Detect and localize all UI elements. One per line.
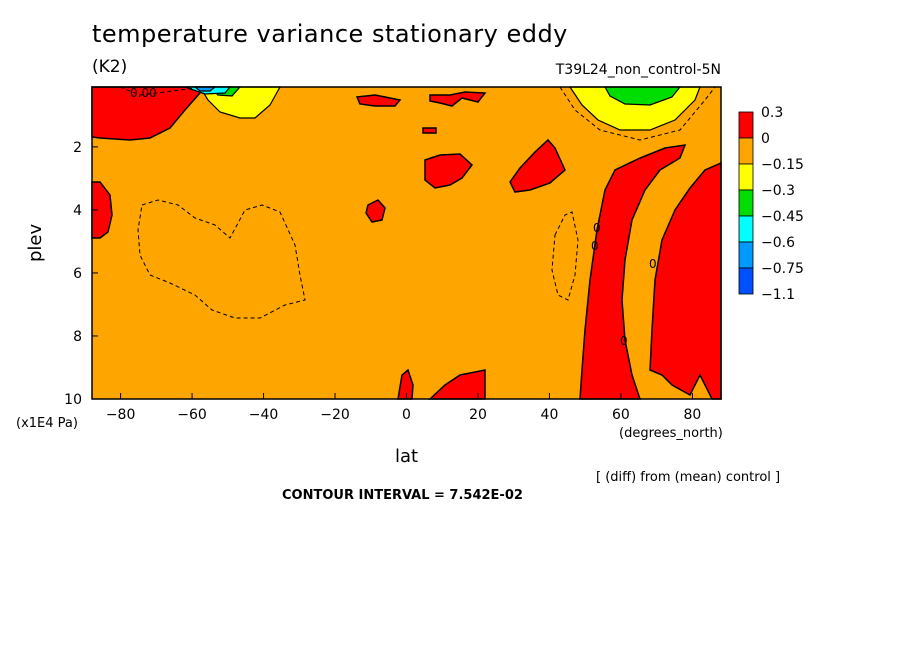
region-small-south xyxy=(365,199,386,223)
colorbar-swatch xyxy=(738,215,754,243)
y-tick-label: 10 xyxy=(64,392,82,408)
axes: −80 −60 −40 −20 0 20 40 60 80 2 4 6 8 10 xyxy=(64,140,701,423)
contour-label-c: 0 xyxy=(649,257,657,271)
dashed-contour-south xyxy=(137,199,306,319)
region-small-dot xyxy=(422,127,437,134)
negative-regions-north xyxy=(568,86,701,131)
dashed-contour-top-north xyxy=(559,86,716,141)
region-top-blob-a xyxy=(355,94,402,107)
dashed-contours xyxy=(119,86,716,319)
chart-units: (K2) xyxy=(92,57,128,77)
chart-title: temperature variance stationary eddy xyxy=(92,20,568,48)
x-tick-label: 20 xyxy=(469,407,487,423)
y-tick-label: 6 xyxy=(73,266,82,282)
colorbar-level-label: 0.3 xyxy=(761,105,783,121)
region-mid-east xyxy=(509,138,566,193)
x-units-label: (degrees_north) xyxy=(619,426,723,441)
dashed-contour-east xyxy=(551,211,579,301)
colorbar-level-label: −1.1 xyxy=(761,287,795,303)
y-tick-label: 8 xyxy=(73,329,82,345)
x-axis-label: lat xyxy=(395,446,419,467)
colorbar-level-label: 0 xyxy=(761,131,770,147)
y-tick-label: 2 xyxy=(73,140,82,156)
x-tick-label: −80 xyxy=(106,407,136,423)
contour-label-top: 0.00 xyxy=(130,86,157,100)
contour-label-a: 0 xyxy=(593,221,601,235)
contour-labels: 0.00 0 0 0 0 xyxy=(130,86,657,348)
footer-note: [ (diff) from (mean) control ] xyxy=(596,470,781,485)
colorbar-level-label: −0.15 xyxy=(761,157,804,173)
colorbar-swatch xyxy=(738,111,754,139)
x-tick-label: 0 xyxy=(402,407,411,423)
colorbar-swatch xyxy=(738,163,754,191)
run-label: T39L24_non_control-5N xyxy=(555,62,721,78)
x-tick-label: 80 xyxy=(683,407,701,423)
colorbar-swatch xyxy=(738,189,754,217)
region-east-column-a xyxy=(579,144,687,400)
dashed-contour-top-south xyxy=(119,86,196,96)
x-tick-label: 40 xyxy=(541,407,559,423)
y-units-label: (x1E4 Pa) xyxy=(16,416,78,431)
colorbar-swatch xyxy=(738,137,754,165)
x-tick-label: −60 xyxy=(177,407,207,423)
contour-label-b: 0 xyxy=(591,239,599,253)
colorbar: 0.3 0 −0.15 −0.3 −0.45 −0.6 −0.75 −1.1 xyxy=(738,105,804,303)
colorbar-level-label: −0.45 xyxy=(761,209,804,225)
region-mid-north xyxy=(424,153,474,189)
x-tick-label: −20 xyxy=(320,407,350,423)
colorbar-level-label: −0.6 xyxy=(761,235,795,251)
positive-regions xyxy=(91,86,722,400)
x-tick-label: −40 xyxy=(249,407,279,423)
contour-label-d: 0 xyxy=(620,334,628,348)
region-west-edge xyxy=(91,181,113,239)
colorbar-level-label: −0.3 xyxy=(761,183,795,199)
y-tick-label: 4 xyxy=(73,203,82,219)
colorbar-swatch xyxy=(738,267,754,295)
y-axis-label: plev xyxy=(25,223,46,262)
colorbar-swatch xyxy=(738,241,754,269)
contour-interval: CONTOUR INTERVAL = 7.542E-02 xyxy=(282,488,523,503)
colorbar-level-label: −0.75 xyxy=(761,261,804,277)
region-top-blob-b xyxy=(429,91,487,107)
x-tick-label: 60 xyxy=(612,407,630,423)
